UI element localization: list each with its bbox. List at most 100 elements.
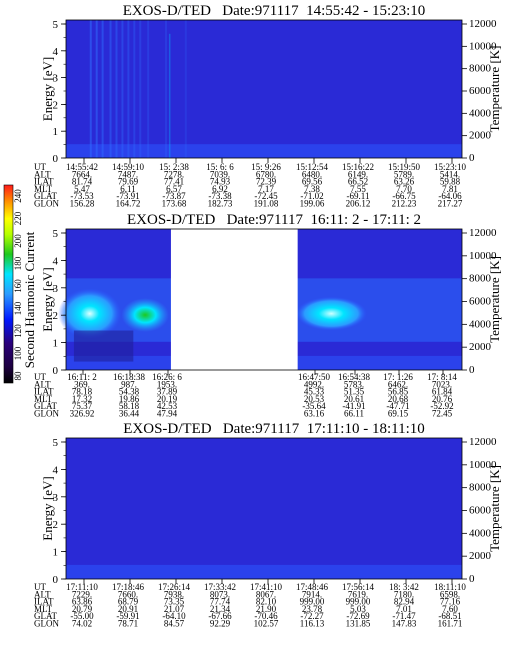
table-cell: 61.84: [432, 387, 453, 397]
table-cell: 7660.: [118, 589, 138, 599]
table-cell: 17:33:42: [204, 582, 236, 592]
data-gap: [170, 229, 298, 370]
table-cell: 63.86: [72, 597, 93, 607]
table-cell: 7914.: [302, 589, 322, 599]
table-cell: 5.47: [74, 184, 90, 194]
table-cell: 47.94: [157, 409, 178, 419]
table-row-label: UT: [34, 162, 46, 172]
chart-title: EXOS-D/TED Date:971117 17:11:10 - 18:11:…: [123, 421, 425, 437]
table-cell: 81.74: [72, 177, 93, 187]
table-cell: 14:55:42: [66, 162, 98, 172]
table-cell: -72.45: [254, 191, 278, 201]
colorbar-tick-label: 100: [13, 346, 23, 360]
heatmap-streak: [147, 20, 150, 158]
y-right-tick-label: 6000: [469, 505, 492, 517]
y-right-tick-label: 2000: [469, 130, 492, 142]
table-cell: 161.71: [438, 619, 463, 629]
table-cell: 7938.: [164, 589, 184, 599]
table-cell: -35.64: [302, 401, 326, 411]
table-cell: -72.69: [346, 611, 370, 621]
y-tick-label: 4: [53, 255, 59, 267]
table-cell: 17:41:10: [250, 582, 283, 592]
y-right-axis-label: Temperature [K]: [487, 465, 502, 552]
table-row-label: ALT: [34, 589, 51, 599]
table-cell: 212.23: [392, 199, 417, 209]
table-cell: -64.06: [438, 191, 462, 201]
table-cell: 199.06: [300, 199, 325, 209]
table-cell: 326.92: [70, 409, 95, 419]
table-cell: 116.13: [300, 619, 325, 629]
table-cell: 20.76: [432, 394, 453, 404]
table-cell: 17: 8:14: [427, 372, 457, 382]
table-cell: 20.19: [157, 394, 178, 404]
table-cell: 7180.: [394, 589, 414, 599]
table-cell: 7.55: [350, 184, 366, 194]
table-cell: 92.29: [210, 619, 231, 629]
table-cell: 21.90: [256, 604, 277, 614]
table-cell: 69.56: [302, 177, 323, 187]
y-tick-label: 5: [53, 19, 59, 31]
table-cell: 21.34: [210, 604, 231, 614]
table-cell: 17.32: [72, 394, 92, 404]
table-cell: 369.: [74, 379, 90, 389]
heatmap-region: [73, 330, 134, 362]
table-cell: 999.00: [346, 597, 371, 607]
y-tick-label: 4: [53, 46, 59, 58]
table-cell: 131.85: [346, 619, 371, 629]
y-right-axis-label: Temperature [K]: [487, 256, 502, 343]
table-cell: 77.41: [164, 177, 184, 187]
heatmap-streak: [165, 20, 167, 158]
table-cell: 5.03: [350, 604, 366, 614]
table-row-label: MLT: [34, 184, 53, 194]
table-cell: 5414.: [440, 169, 460, 179]
y-tick-label: 5: [53, 437, 59, 449]
table-cell: 8067.: [256, 589, 276, 599]
table-row-label: GLON: [34, 409, 59, 419]
colorbar-gradient: [3, 184, 14, 384]
y-right-tick-label: 4000: [469, 318, 492, 330]
table-cell: 7664.: [72, 169, 92, 179]
y-right-axis-label: Temperature [K]: [487, 46, 502, 133]
table-cell: -69.11: [347, 191, 370, 201]
y-right-tick-label: 0: [469, 573, 475, 585]
table-cell: 66.11: [344, 409, 364, 419]
table-cell: 6598.: [440, 589, 460, 599]
table-cell: 7.01: [396, 604, 412, 614]
table-cell: 6480.: [302, 169, 322, 179]
y-tick-label: 2: [53, 519, 59, 531]
y-tick-label: 0: [53, 574, 59, 586]
table-row-label: GLAT: [34, 401, 57, 411]
table-cell: 72.45: [432, 409, 453, 419]
heatmap-streak: [184, 20, 187, 158]
table-cell: 7.17: [258, 184, 274, 194]
table-cell: -70.46: [254, 611, 278, 621]
y-right-tick-label: 8000: [469, 273, 492, 285]
table-cell: -47.71: [386, 401, 409, 411]
table-cell: -67.66: [208, 611, 232, 621]
y-right-tick-label: 6000: [469, 296, 492, 308]
table-cell: 17: 1:26: [383, 372, 413, 382]
heatmap-streak: [109, 20, 112, 158]
y-tick-label: 5: [53, 228, 59, 240]
y-axis-label: Energy [eV]: [40, 57, 55, 121]
table-cell: 206.12: [346, 199, 371, 209]
table-cell: -72.27: [300, 611, 324, 621]
table-cell: 7.60: [442, 604, 458, 614]
table-cell: -64.10: [162, 611, 186, 621]
table-cell: 15:16:22: [342, 162, 374, 172]
y-right-tick-label: 12000: [469, 227, 497, 239]
heatmap-intensity-blob: [121, 298, 169, 332]
table-cell: -41.91: [342, 401, 365, 411]
table-cell: 14:59:10: [112, 162, 145, 172]
y-right-tick-label: 10000: [469, 40, 497, 52]
table-cell: 77.74: [210, 597, 231, 607]
table-cell: 164.72: [116, 199, 141, 209]
table-cell: 36.44: [119, 409, 140, 419]
y-axis-label: Energy [eV]: [40, 476, 55, 540]
table-cell: 51.35: [344, 387, 365, 397]
table-cell: 6.92: [212, 184, 228, 194]
heatmap-intensity-blob: [58, 288, 122, 339]
table-cell: 82.10: [256, 597, 277, 607]
table-cell: 16:18:38: [113, 372, 146, 382]
